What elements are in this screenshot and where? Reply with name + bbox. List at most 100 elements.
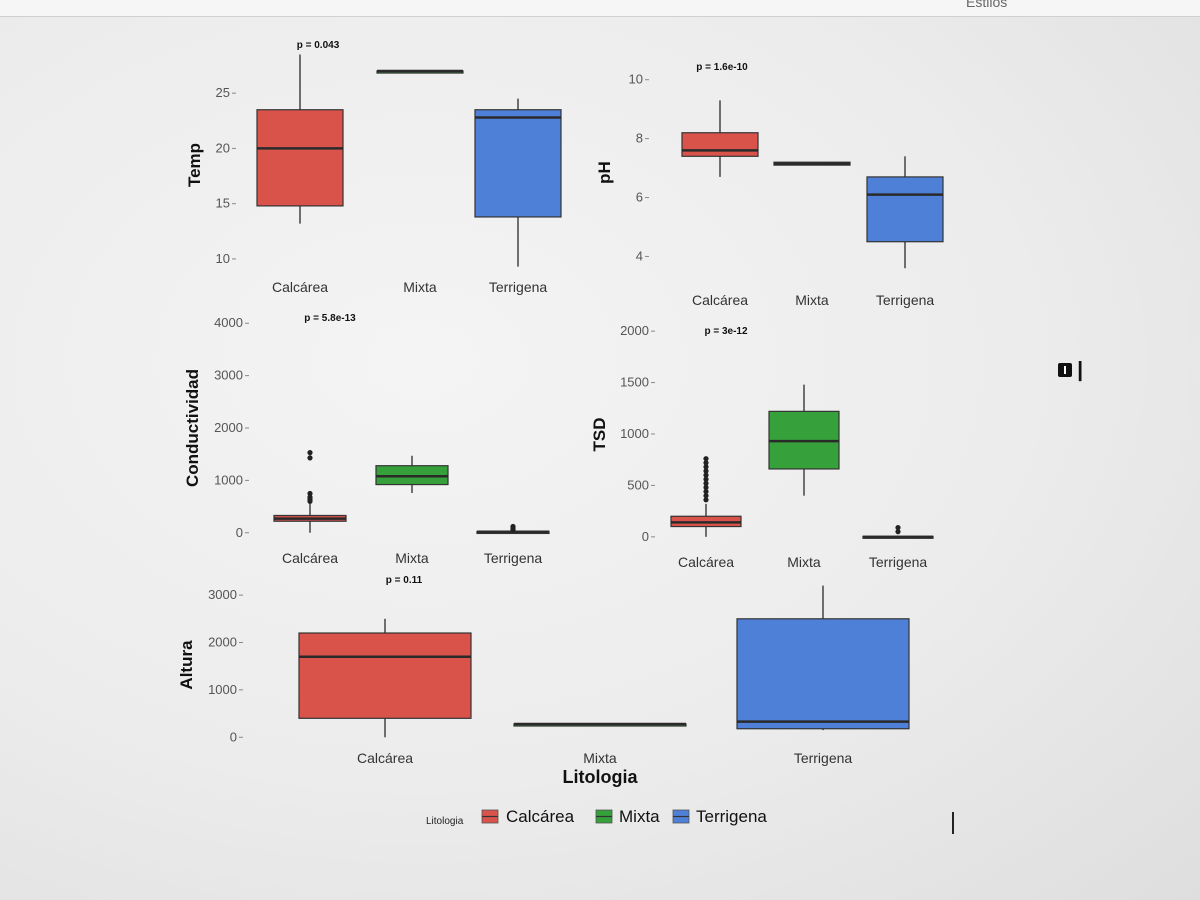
y-tick-label: 1000 — [214, 472, 243, 487]
legend-item-label: Terrigena — [696, 807, 767, 826]
outlier-point — [895, 529, 901, 535]
category-label: Terrigena — [869, 554, 928, 570]
legend-item-label: Calcárea — [506, 807, 575, 826]
y-tick-label: 3000 — [214, 368, 243, 383]
outlier-point — [703, 488, 709, 495]
category-label: Terrigena — [484, 550, 543, 566]
outlier-point — [895, 524, 901, 531]
box-mixta — [375, 455, 449, 493]
y-tick-label: 1000 — [620, 426, 649, 441]
y-tick-label: 2000 — [208, 634, 237, 649]
box-terrigena — [476, 523, 550, 535]
outlier-point — [703, 468, 709, 474]
outlier-point — [703, 484, 709, 491]
outlier-point — [703, 480, 709, 486]
panel-temp: 10 15 20 25 Temp p = 0.043 Calcárea Mixta Terrig… — [185, 40, 562, 295]
category-label: Mixta — [395, 550, 429, 566]
box-body — [474, 109, 562, 218]
box-calcárea — [670, 456, 742, 537]
category-label: Calcárea — [357, 750, 413, 766]
y-axis-label: pH — [595, 161, 614, 184]
text-cursor-icon: I — [1076, 355, 1085, 388]
category-label: Calcárea — [272, 279, 328, 295]
y-tick-label: 0 — [236, 525, 243, 540]
outlier-point — [703, 493, 709, 499]
y-tick-label: 8 — [636, 131, 643, 146]
outlier-point — [703, 497, 709, 503]
outlier-point — [307, 490, 313, 497]
panel-conductividad: 0 1000 2000 3000 4000 Conductividad p = 5.8e-1… — [183, 313, 550, 566]
box-calcárea — [273, 450, 347, 533]
box-body — [256, 109, 344, 207]
y-tick-label: 15 — [216, 196, 230, 211]
outlier-point — [307, 450, 313, 456]
legend-title: Litologia — [426, 816, 464, 827]
outlier-point — [703, 472, 709, 478]
box-calcárea — [256, 54, 344, 224]
y-tick-label: 20 — [216, 140, 230, 155]
box-calcárea — [298, 618, 472, 738]
window-top-strip: Estilos — [0, 0, 1200, 17]
panel-ph: 4 6 8 10 pH p = 1.6e-10 Calcárea Mixta Terrigena — [595, 62, 944, 308]
y-tick-label: 2000 — [620, 323, 649, 338]
legend: Litologia Calcárea Mixta Terrigena — [426, 807, 767, 827]
p-value-label: p = 0.11 — [386, 575, 423, 586]
outlier-point — [510, 523, 516, 530]
y-tick-label: 3000 — [208, 587, 237, 602]
outlier-point — [307, 494, 313, 500]
p-value-label: p = 5.8e-13 — [304, 313, 356, 324]
panels-group: 10 15 20 25 Temp p = 0.043 Calcárea Mixta Terrig… — [177, 40, 944, 787]
category-label: Calcárea — [692, 292, 748, 308]
y-tick-label: 10 — [629, 72, 643, 87]
category-label: Mixta — [787, 554, 821, 570]
box-mixta — [768, 384, 840, 496]
y-axis-label: TSD — [590, 418, 609, 452]
box-terrigena — [862, 524, 934, 539]
y-tick-label: 4 — [636, 248, 643, 263]
p-value-label: p = 0.043 — [297, 40, 340, 51]
category-label: Mixta — [795, 292, 829, 308]
y-axis-label: Conductividad — [183, 369, 202, 487]
y-tick-label: 4000 — [214, 315, 243, 330]
box-body — [736, 618, 910, 730]
category-label: Calcárea — [678, 554, 734, 570]
category-label: Terrigena — [489, 279, 548, 295]
category-label: Calcárea — [282, 550, 338, 566]
category-label: Mixta — [403, 279, 437, 295]
y-tick-label: 0 — [230, 729, 237, 744]
y-axis-label: Altura — [177, 640, 196, 690]
y-tick-label: 1000 — [208, 682, 237, 697]
y-tick-label: 2000 — [214, 420, 243, 435]
box-mixta — [513, 722, 687, 727]
category-label: Terrigena — [876, 292, 935, 308]
outlier-point — [703, 456, 709, 462]
outlier-point — [703, 476, 709, 482]
y-axis-label: Temp — [185, 143, 204, 187]
x-axis-label: Litologia — [563, 767, 639, 787]
y-tick-label: 10 — [216, 251, 230, 266]
text-caret — [952, 812, 954, 834]
box-terrigena — [474, 98, 562, 267]
p-value-label: p = 3e-12 — [704, 326, 748, 337]
category-label: Terrigena — [794, 750, 853, 766]
outlier-point — [703, 460, 709, 466]
box-body — [298, 632, 472, 719]
y-tick-label: 25 — [216, 85, 230, 100]
box-terrigena — [866, 156, 944, 269]
box-calcárea — [681, 100, 759, 177]
panel-tsd: 0 500 1000 1500 2000 TSD p = 3e-12 Calcárea Mixt… — [590, 323, 934, 570]
legend-item-label: Mixta — [619, 807, 660, 826]
y-tick-label: 1500 — [620, 375, 649, 390]
outlier-point — [307, 455, 313, 461]
y-tick-label: 6 — [636, 190, 643, 205]
box-mixta — [773, 161, 851, 166]
box-body — [866, 176, 944, 243]
box-terrigena — [736, 585, 910, 731]
category-label: Mixta — [583, 750, 617, 766]
panel-altura: 0 1000 2000 3000 Altura p = 0.11 Calcárea Mixta… — [177, 575, 910, 787]
styles-label[interactable]: Estilos — [966, 0, 1008, 10]
outlier-point — [703, 464, 709, 470]
box-body — [681, 132, 759, 157]
